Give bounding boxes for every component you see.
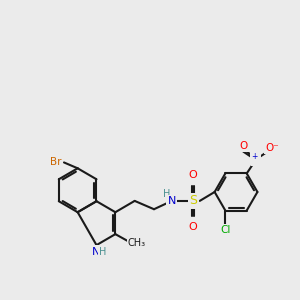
Text: O: O xyxy=(239,140,247,151)
Text: Br: Br xyxy=(50,158,62,167)
Text: H: H xyxy=(163,189,170,200)
Text: O: O xyxy=(188,170,197,180)
Text: S: S xyxy=(189,194,197,207)
Text: CH₃: CH₃ xyxy=(128,238,146,248)
Text: Cl: Cl xyxy=(220,225,230,236)
Text: N: N xyxy=(252,154,260,164)
Text: O⁻: O⁻ xyxy=(266,143,279,153)
Text: N: N xyxy=(168,196,176,206)
Text: O: O xyxy=(188,222,197,232)
Text: H: H xyxy=(99,247,107,256)
Text: N: N xyxy=(92,247,101,256)
Text: +: + xyxy=(252,152,258,161)
